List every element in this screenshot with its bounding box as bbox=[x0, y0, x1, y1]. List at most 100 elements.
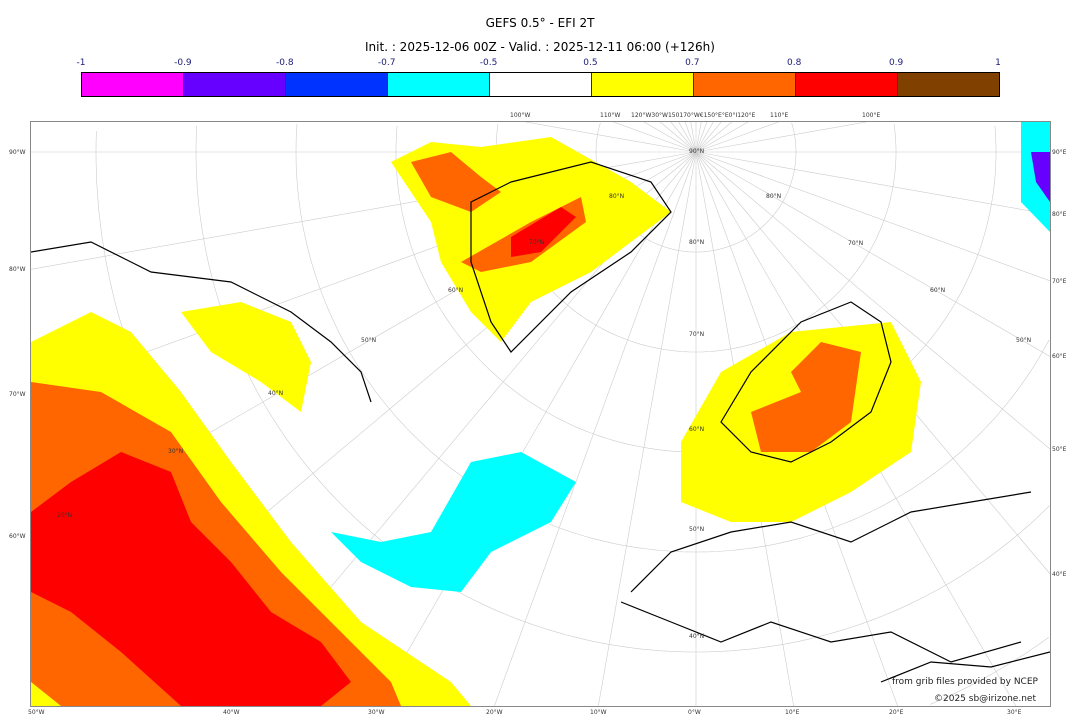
colorbar-tick: 1 bbox=[995, 58, 1001, 68]
axis-label-bottom: 40°W bbox=[223, 709, 240, 716]
axis-label-top: 120°W30°W150170°W€150°E°E0°I120°E bbox=[631, 112, 756, 119]
region-yellow-canada bbox=[181, 302, 311, 412]
colorbar-swatch bbox=[184, 73, 286, 96]
efi-map: 90°N 80°N 70°N 60°N 50°N 40°N 70°N 60°N 50°N 40°N… bbox=[30, 121, 1051, 707]
meridian-line bbox=[494, 151, 697, 706]
colorbar-tick: 0.5 bbox=[583, 58, 598, 68]
latitude-circle bbox=[930, 637, 1049, 705]
meridian-line bbox=[660, 122, 697, 153]
meridian-line bbox=[695, 122, 749, 153]
meridian-line bbox=[695, 122, 702, 153]
axis-label-top: 110°E bbox=[770, 112, 789, 119]
latitude-label: 80°N bbox=[766, 193, 782, 200]
latitude-label: 50°N bbox=[361, 337, 377, 344]
meridian-line bbox=[695, 151, 1050, 357]
axis-label-left: 60°W bbox=[9, 533, 26, 540]
colorbar-swatch bbox=[898, 73, 999, 96]
coastlines bbox=[31, 161, 1050, 683]
colorbar-swatch bbox=[286, 73, 388, 96]
colorbar-tick: -0.7 bbox=[377, 58, 396, 68]
axis-label-bottom: 20°E bbox=[889, 709, 904, 716]
latitude-label: 50°N bbox=[689, 526, 705, 533]
latitude-label: 30°N bbox=[168, 448, 184, 455]
latitude-label: 70°N bbox=[529, 239, 545, 246]
axis-label-bottom: 10°E bbox=[785, 709, 800, 716]
axis-label-bottom: 30°E bbox=[1007, 709, 1022, 716]
meridian-line bbox=[670, 122, 697, 153]
latitude-circle bbox=[893, 124, 897, 152]
meridian-line bbox=[375, 151, 697, 706]
meridian-line bbox=[690, 122, 697, 153]
latitude-circle bbox=[994, 125, 997, 152]
latitude-label: 70°N bbox=[848, 240, 864, 247]
colorbar-tick: -0.8 bbox=[275, 58, 294, 68]
meridian-line bbox=[598, 151, 697, 706]
meridian-line bbox=[613, 122, 697, 153]
colorbar-tick: 0.8 bbox=[787, 58, 802, 68]
meridian-line bbox=[695, 122, 714, 153]
axis-label-bottom: 20°W bbox=[486, 709, 503, 716]
latitude-label: 60°N bbox=[689, 426, 705, 433]
colorbar-tick: 0.7 bbox=[685, 58, 700, 68]
meridian-line bbox=[678, 122, 697, 153]
meridian-line bbox=[695, 151, 1050, 282]
latitude-label: 90°N bbox=[689, 148, 705, 155]
colorbar-tick: -1 bbox=[76, 58, 86, 68]
meridian-line bbox=[695, 122, 779, 153]
latitude-label: 60°N bbox=[448, 287, 464, 294]
latitude-circle bbox=[295, 124, 1050, 553]
meridian-line bbox=[525, 122, 697, 153]
axis-label-left: 80°W bbox=[9, 266, 26, 273]
axis-label-bottom: 30°W bbox=[368, 709, 385, 716]
axis-label-top: 100°W bbox=[510, 112, 531, 119]
axis-label-right: 90°E bbox=[1052, 149, 1067, 156]
axis-label-right: 40°E bbox=[1052, 571, 1067, 578]
colorbar bbox=[81, 72, 1000, 97]
region-red-greenland bbox=[511, 207, 576, 257]
colorbar-swatch bbox=[82, 73, 184, 96]
colorbar-tick: -0.5 bbox=[479, 58, 498, 68]
axis-label-top: 110°W bbox=[600, 112, 621, 119]
region-cyan-atlantic bbox=[331, 452, 576, 592]
latitude-label: 40°N bbox=[268, 390, 284, 397]
meridian-line bbox=[695, 151, 1050, 450]
meridian-line bbox=[695, 122, 708, 153]
axis-label-top: 100°E bbox=[862, 112, 881, 119]
meridian-line bbox=[695, 122, 732, 153]
colorbar-tick: 0.9 bbox=[888, 58, 904, 68]
latitude-label: 80°N bbox=[609, 193, 625, 200]
region-purple-siberia bbox=[1031, 152, 1050, 202]
colorbar-swatch bbox=[388, 73, 490, 96]
meridian-line bbox=[695, 122, 867, 153]
region-orange-scandinavia bbox=[751, 342, 861, 452]
latitude-label: 40°N bbox=[689, 633, 705, 640]
axis-label-right: 70°E bbox=[1052, 278, 1067, 285]
latitude-label: 60°N bbox=[930, 287, 946, 294]
colorbar-swatch bbox=[694, 73, 796, 96]
meridian-line bbox=[695, 151, 1050, 215]
colorbar-swatch bbox=[592, 73, 694, 96]
latitude-label: 50°N bbox=[1016, 337, 1032, 344]
axis-label-right: 50°E bbox=[1052, 446, 1067, 453]
map-canvas bbox=[31, 122, 1050, 706]
axis-label-right: 60°E bbox=[1052, 353, 1067, 360]
axis-label-bottom: 50°W bbox=[28, 709, 45, 716]
latitude-label: 20°N bbox=[57, 512, 73, 519]
map-subtitle: Init. : 2025-12-06 00Z - Valid. : 2025-1… bbox=[365, 40, 715, 54]
axis-label-left: 90°W bbox=[9, 149, 26, 156]
meridian-line bbox=[643, 122, 697, 153]
axis-label-left: 70°W bbox=[9, 391, 26, 398]
meridian-line bbox=[695, 122, 722, 153]
colorbar-swatch bbox=[796, 73, 898, 96]
colorbar-tick: -0.9 bbox=[174, 58, 192, 68]
latitude-circle bbox=[791, 122, 797, 152]
source-credit: from grib files provided by NCEP bbox=[892, 677, 1038, 687]
meridian-line bbox=[684, 122, 697, 153]
axis-label-right: 80°E bbox=[1052, 211, 1067, 218]
latitude-label: 80°N bbox=[689, 239, 705, 246]
axis-label-bottom: 0°W bbox=[688, 709, 701, 716]
copyright: ©2025 sb@irizone.net bbox=[934, 694, 1036, 704]
axis-label-bottom: 10°W bbox=[590, 709, 607, 716]
colorbar-swatch bbox=[490, 73, 592, 96]
map-title: GEFS 0.5° - EFI 2T bbox=[485, 16, 595, 30]
